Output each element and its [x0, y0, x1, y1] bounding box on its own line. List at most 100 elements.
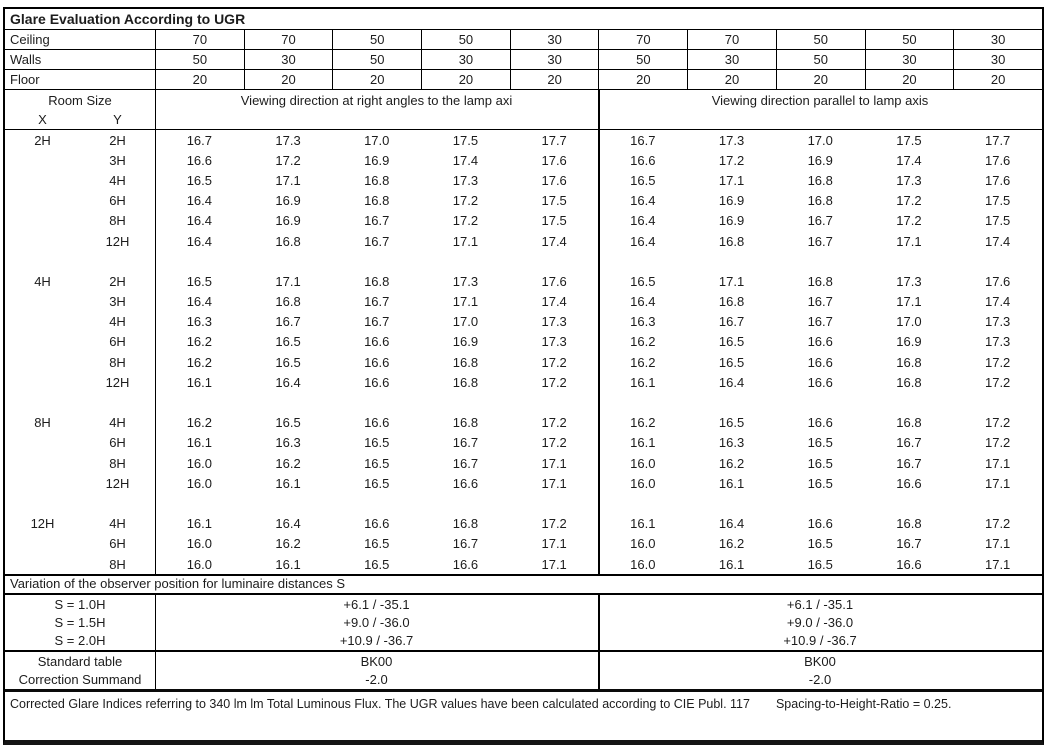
ugr-value: 16.7	[896, 536, 922, 552]
ugr-value: 16.8	[275, 294, 301, 310]
ugr-value: 17.5	[896, 132, 922, 148]
ugr-value: 17.2	[984, 516, 1011, 532]
surface-value: 70	[243, 30, 333, 49]
ugr-evaluation-table: Glare Evaluation According to UGR Ceilin…	[3, 7, 1044, 745]
ugr-value: 17.1	[275, 172, 301, 188]
y-cell: 8H	[109, 556, 126, 572]
surface-value: 30	[953, 30, 1042, 49]
ugr-value: 16.8	[896, 516, 922, 532]
ugr-value: 16.1	[186, 435, 212, 451]
ugr-value: 17.2	[541, 415, 567, 431]
ugr-value: 16.6	[452, 556, 479, 572]
y-cell: 6H	[109, 193, 126, 209]
ugr-value: 16.4	[630, 213, 656, 229]
column-header-row: Room Size X Y Viewing direction at right…	[5, 90, 1042, 130]
spacing-height-ratio: Spacing-to-Height-Ratio = 0.25.	[775, 697, 952, 711]
ugr-value: 17.1	[984, 556, 1011, 572]
ugr-value: 17.6	[984, 273, 1011, 289]
summary-rows: Standard table BK00 BK00 Correction Summand…	[5, 652, 1042, 692]
ugr-value: 17.3	[718, 132, 745, 148]
summary-row: Correction Summand -2.0 -2.0	[5, 671, 1042, 690]
ugr-row: 6H 16.2 16.5 16.6 16.9 17.3 16.2 16.5 16.6 16.9 17…	[5, 332, 1042, 352]
ugr-row: 12H 16.0 16.1 16.5 16.6 17.1 16.0 16.1 16.5 16.6 1…	[5, 473, 1042, 493]
viewing-direction-parallel-header: Viewing direction parallel to lamp axis	[711, 93, 929, 108]
room-size-header-cell: Room Size X Y	[5, 90, 155, 129]
y-cell: 4H	[109, 314, 126, 330]
ugr-value: 16.4	[186, 233, 212, 249]
room-size-xy-labels: X Y	[5, 110, 155, 129]
variation-row-label: S = 1.0H	[54, 596, 106, 612]
ugr-value: 16.3	[718, 435, 745, 451]
ugr-row: 12H 4H 16.1 16.4 16.6 16.8 17.2 16.1 16.4 16.6 16.…	[5, 514, 1042, 534]
ugr-value: 16.7	[807, 213, 833, 229]
ugr-value: 16.3	[186, 314, 212, 330]
ugr-value: 16.7	[718, 314, 745, 330]
ugr-value: 16.5	[718, 354, 745, 370]
ugr-value: 16.6	[807, 354, 833, 370]
surface-value: 20	[155, 70, 244, 89]
ugr-value: 17.2	[541, 516, 567, 532]
ugr-value: 16.8	[275, 233, 301, 249]
ugr-value: 16.5	[364, 475, 390, 491]
ugr-value: 17.3	[896, 273, 922, 289]
ugr-value: 16.7	[807, 294, 833, 310]
ugr-value: 16.6	[364, 334, 390, 350]
summary-row-right-value: BK00	[804, 653, 836, 669]
y-cell: 12H	[105, 475, 130, 491]
y-cell: 8H	[109, 455, 126, 471]
ugr-value: 16.5	[718, 334, 745, 350]
ugr-value: 17.1	[984, 455, 1011, 471]
surface-label: Floor	[10, 72, 40, 87]
ugr-value: 16.1	[630, 374, 656, 390]
y-cell: 2H	[109, 273, 126, 289]
ugr-value: 16.5	[275, 415, 301, 431]
ugr-value: 16.6	[896, 475, 922, 491]
ugr-row: 6H 16.4 16.9 16.8 17.2 17.5 16.4 16.9 16.8 17.2 17…	[5, 191, 1042, 211]
ugr-value: 17.2	[718, 152, 745, 168]
surface-value: 20	[687, 70, 776, 89]
ugr-value: 16.7	[807, 314, 833, 330]
surface-value: 50	[775, 50, 865, 69]
variation-section-title: Variation of the observer position for l…	[5, 576, 1042, 595]
ugr-value: 16.7	[452, 435, 479, 451]
surface-value: 20	[953, 70, 1042, 89]
variation-row: S = 1.0H +6.1 / -35.1 +6.1 / -35.1	[5, 595, 1042, 613]
variation-divider-line	[155, 595, 156, 650]
summary-row-label: Standard table	[37, 653, 123, 669]
ugr-value: 17.6	[984, 152, 1011, 168]
ugr-row: 8H 4H 16.2 16.5 16.6 16.8 17.2 16.2 16.5 16.6 16.8…	[5, 413, 1042, 433]
ugr-value: 16.8	[807, 172, 833, 188]
summary-divider-line	[155, 652, 156, 689]
ugr-value: 16.5	[807, 455, 833, 471]
header-divider-line	[155, 90, 156, 129]
ugr-value: 16.8	[452, 354, 479, 370]
ugr-value: 17.1	[984, 475, 1011, 491]
ugr-value: 16.1	[186, 374, 212, 390]
ugr-value: 16.6	[364, 374, 390, 390]
ugr-value: 17.6	[541, 152, 567, 168]
ugr-value: 17.2	[275, 152, 301, 168]
ugr-value: 17.5	[541, 193, 567, 209]
ugr-value: 16.8	[452, 415, 479, 431]
variation-row-right-value: +6.1 / -35.1	[786, 596, 854, 612]
ugr-value: 16.5	[718, 415, 745, 431]
ugr-value: 17.2	[452, 193, 479, 209]
ugr-value: 16.4	[186, 294, 212, 310]
ugr-value: 16.4	[186, 213, 212, 229]
ugr-value: 16.1	[630, 516, 656, 532]
surface-value: 70	[155, 30, 244, 49]
ugr-value: 16.5	[364, 435, 390, 451]
variation-row: S = 2.0H +10.9 / -36.7 +10.9 / -36.7	[5, 632, 1042, 650]
ugr-value: 16.5	[807, 556, 833, 572]
ugr-value: 17.3	[452, 273, 479, 289]
ugr-row: 6H 16.1 16.3 16.5 16.7 17.2 16.1 16.3 16.5 16.7 17…	[5, 433, 1042, 453]
surface-value: 30	[509, 30, 599, 49]
ugr-value: 16.6	[807, 374, 833, 390]
ugr-value: 17.4	[896, 152, 922, 168]
ugr-value: 17.1	[541, 556, 567, 572]
ugr-value: 17.5	[984, 193, 1011, 209]
ugr-value: 16.4	[630, 233, 656, 249]
surface-value: 50	[332, 30, 421, 49]
ugr-value: 17.1	[896, 233, 922, 249]
ugr-row: 6H 16.0 16.2 16.5 16.7 17.1 16.0 16.2 16.5 16.7 17…	[5, 534, 1042, 554]
